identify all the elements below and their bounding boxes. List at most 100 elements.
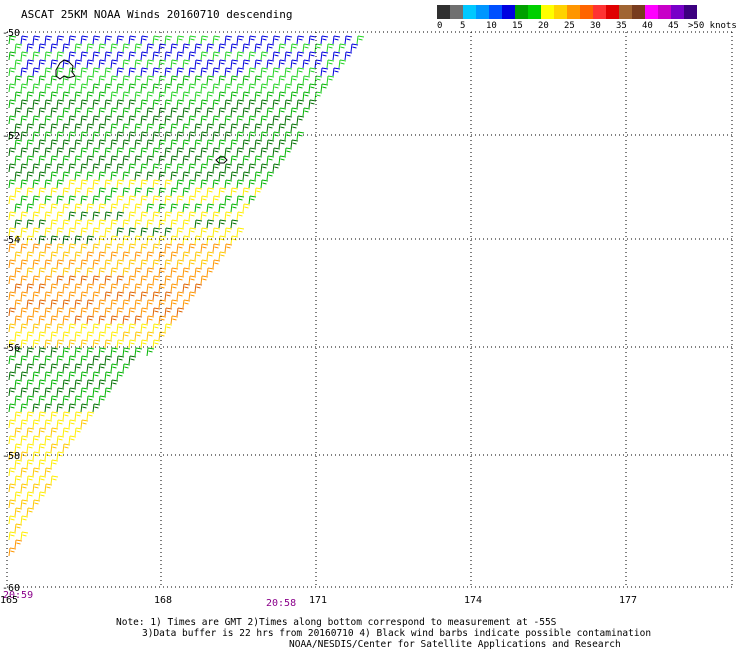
wind-barb	[44, 163, 53, 173]
wind-barb	[110, 107, 119, 117]
island-outline-large	[55, 59, 76, 80]
wind-barb	[38, 203, 47, 213]
wind-barb	[164, 291, 173, 301]
wind-barb	[98, 251, 107, 261]
wind-barb	[8, 195, 17, 205]
wind-barb	[26, 155, 35, 165]
wind-barb	[140, 67, 149, 77]
wind-barb	[194, 91, 203, 101]
wind-barb	[26, 379, 35, 389]
wind-barb	[182, 107, 191, 117]
land-outline	[55, 59, 228, 164]
wind-barb	[74, 347, 83, 357]
wind-barb	[86, 283, 95, 293]
wind-barb	[92, 115, 101, 125]
wind-barb	[8, 147, 17, 157]
wind-barb	[62, 267, 71, 277]
wind-barb	[98, 347, 107, 357]
wind-barb	[182, 267, 191, 277]
wind-barb	[20, 515, 29, 525]
wind-barb	[20, 227, 29, 237]
wind-barb	[242, 139, 251, 149]
wind-barb	[122, 139, 131, 149]
wind-barb	[182, 123, 191, 133]
wind-barb	[206, 267, 215, 277]
wind-barb	[68, 323, 77, 333]
wind-barb	[146, 315, 155, 325]
wind-barb	[98, 155, 107, 165]
wind-barb	[242, 171, 251, 181]
wind-barb	[176, 83, 185, 93]
wind-barb	[284, 147, 293, 157]
wind-barb	[128, 243, 137, 253]
wind-barb	[212, 115, 221, 125]
wind-barb	[164, 131, 173, 141]
wind-barb	[38, 299, 47, 309]
wind-barb	[14, 539, 23, 549]
wind-barb	[194, 187, 203, 197]
wind-barb	[122, 283, 131, 293]
wind-barb	[266, 91, 275, 101]
wind-barb	[152, 227, 161, 237]
wind-barb	[38, 347, 47, 357]
wind-barb	[98, 299, 107, 309]
wind-barb	[80, 259, 89, 269]
wind-barb	[194, 43, 203, 53]
wind-barb	[170, 59, 179, 69]
wind-barb	[218, 139, 227, 149]
wind-barb	[74, 411, 83, 421]
wind-barb	[182, 171, 191, 181]
scale-tick-label: 20	[538, 21, 549, 31]
wind-barb	[272, 131, 281, 141]
wind-barb	[284, 99, 293, 109]
wind-barb	[68, 371, 77, 381]
wind-barb	[212, 51, 221, 61]
wind-barb	[50, 91, 59, 101]
lat-label: -50	[2, 28, 20, 39]
wind-barb	[44, 51, 53, 61]
wind-barb	[182, 155, 191, 165]
wind-barb	[74, 235, 83, 245]
wind-barb	[98, 107, 107, 117]
wind-barb	[170, 107, 179, 117]
wind-barb	[122, 203, 131, 213]
wind-barb	[212, 195, 221, 205]
wind-barb	[86, 59, 95, 69]
wind-barb	[86, 107, 95, 117]
wind-barb	[44, 323, 53, 333]
wind-barb	[140, 51, 149, 61]
wind-barb	[50, 267, 59, 277]
wind-barb	[20, 419, 29, 429]
wind-barb	[38, 363, 47, 373]
scale-swatch	[554, 5, 567, 19]
wind-barb	[74, 91, 83, 101]
wind-barb	[260, 51, 269, 61]
wind-barb	[260, 179, 269, 189]
wind-barb	[80, 131, 89, 141]
wind-barb	[266, 155, 275, 165]
wind-barb	[188, 115, 197, 125]
wind-barb	[230, 219, 239, 229]
wind-barb	[74, 315, 83, 325]
wind-barb	[128, 179, 137, 189]
wind-barb	[98, 235, 107, 245]
wind-barb	[56, 403, 65, 413]
wind-barb	[320, 83, 329, 93]
wind-barb	[248, 67, 257, 77]
wind-barb	[200, 211, 209, 221]
time-label-left: 20:59	[3, 590, 34, 601]
wind-barb	[248, 35, 257, 45]
wind-barb	[146, 267, 155, 277]
wind-barb	[206, 251, 215, 261]
wind-barb	[206, 59, 215, 69]
wind-barb	[44, 131, 53, 141]
wind-barb	[56, 339, 65, 349]
wind-barb	[80, 211, 89, 221]
wind-barb	[50, 187, 59, 197]
wind-barb	[8, 291, 17, 301]
wind-barb	[224, 211, 233, 221]
wind-barb	[38, 427, 47, 437]
wind-barb	[110, 123, 119, 133]
wind-barb	[188, 163, 197, 173]
wind-barb	[212, 67, 221, 77]
